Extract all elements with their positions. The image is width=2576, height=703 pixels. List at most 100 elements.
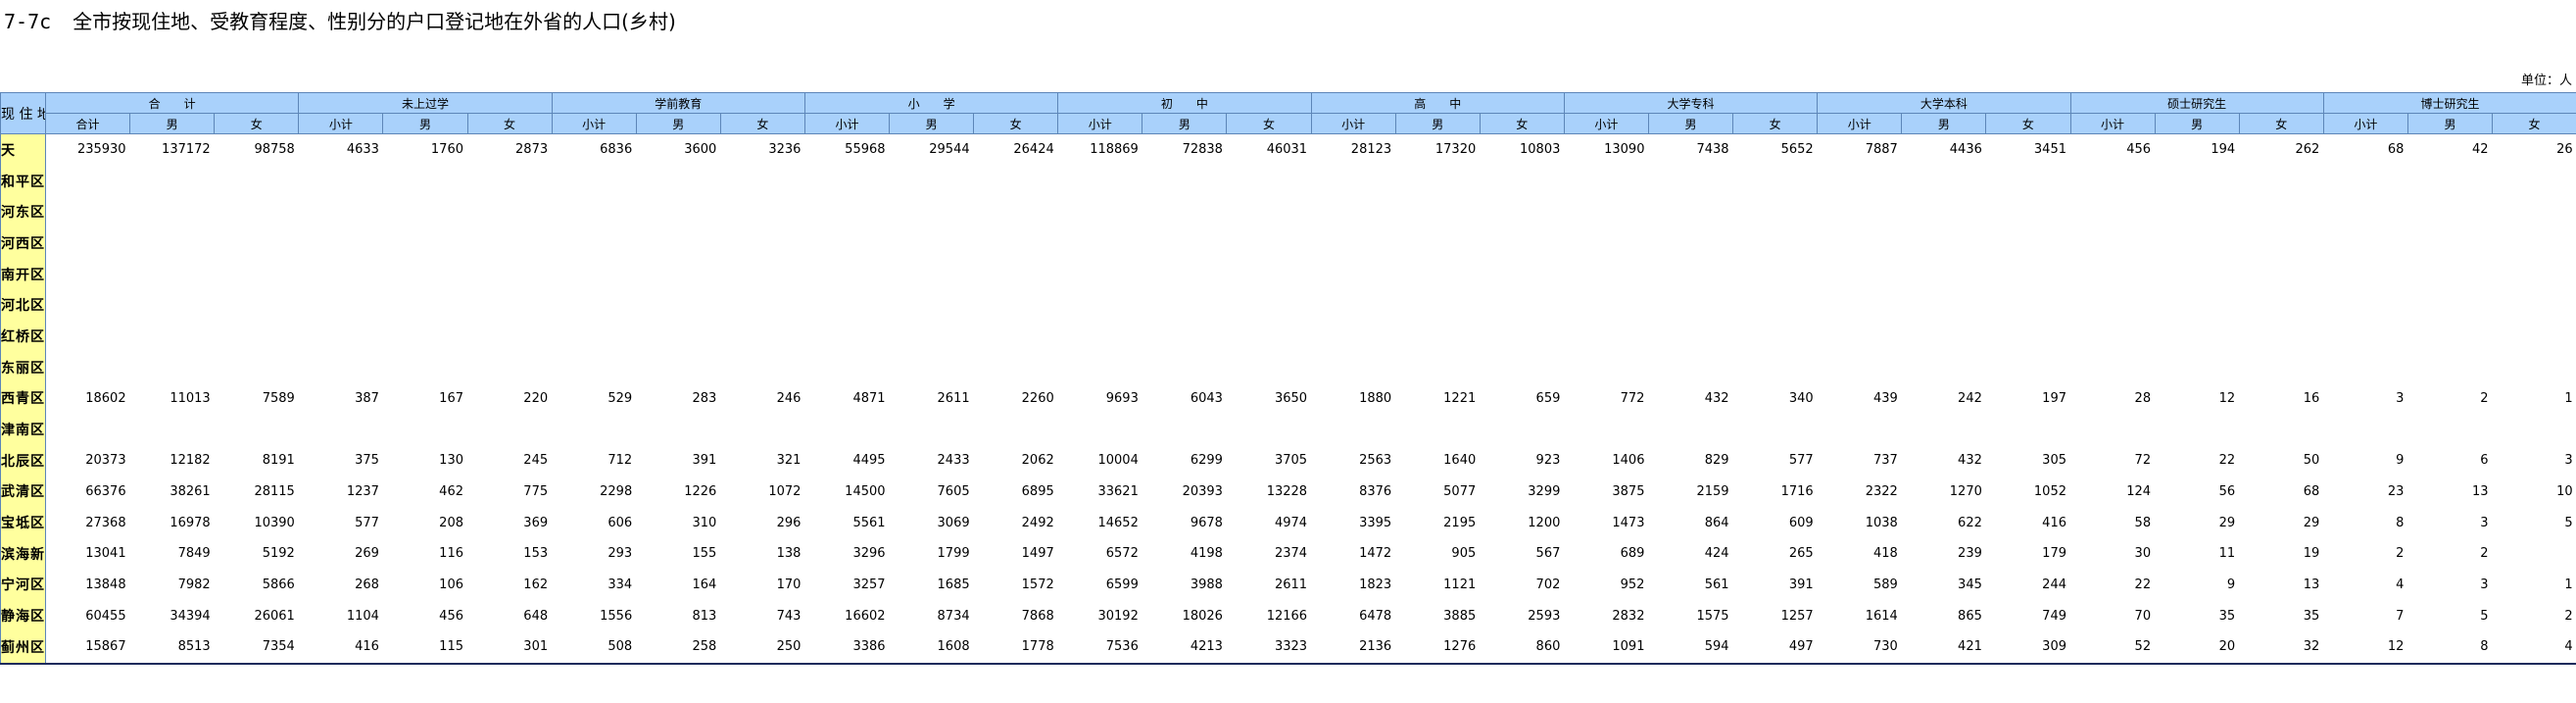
value-cell: 2593 bbox=[1528, 608, 1561, 624]
region-cell: 宁河区 bbox=[0, 569, 46, 601]
value-cell bbox=[1311, 414, 1395, 445]
value-cell: 424 bbox=[1704, 546, 1729, 562]
value-cell: 42 bbox=[2407, 132, 2493, 166]
group-header: 初 中 bbox=[1057, 92, 1312, 114]
value-cell bbox=[890, 196, 974, 227]
value-cell bbox=[1902, 352, 1986, 383]
value-cell bbox=[1227, 227, 1311, 259]
value-cell: 12182 bbox=[170, 453, 211, 469]
value-cell bbox=[1142, 196, 1227, 227]
value-cell: 4974 bbox=[1274, 515, 1308, 530]
value-cell: 26424 bbox=[973, 132, 1058, 166]
value-cell: 66376 bbox=[85, 483, 126, 499]
value-cell: 68 bbox=[2303, 483, 2320, 499]
value-cell: 22 bbox=[2134, 577, 2152, 592]
value-cell bbox=[1564, 289, 1648, 321]
value-cell bbox=[720, 289, 804, 321]
value-cell: 301 bbox=[467, 631, 553, 665]
region-cell: 河北区 bbox=[0, 289, 46, 322]
value-cell: 1799 bbox=[937, 546, 970, 562]
value-cell: 164 bbox=[692, 577, 717, 592]
value-cell: 296 bbox=[776, 515, 802, 530]
value-cell bbox=[1480, 196, 1564, 227]
subcol-header: 女 bbox=[719, 113, 805, 134]
value-cell: 456 bbox=[439, 608, 463, 624]
value-cell bbox=[130, 414, 215, 445]
value-cell: 2611 bbox=[937, 390, 970, 406]
table-row: 河东区 bbox=[0, 196, 2576, 228]
value-cell bbox=[1227, 166, 1311, 197]
value-cell: 13041 bbox=[85, 546, 126, 562]
subcol-header: 男 bbox=[1394, 113, 1481, 134]
value-cell bbox=[130, 196, 215, 227]
value-cell: 4 bbox=[2396, 577, 2405, 592]
subcol-header: 小计 bbox=[1310, 113, 1396, 134]
value-cell: 50 bbox=[2303, 453, 2320, 469]
value-cell bbox=[1311, 259, 1395, 290]
value-cell bbox=[2070, 352, 2155, 383]
value-cell: 1823 bbox=[1359, 577, 1392, 592]
value-cell: 702 bbox=[1535, 577, 1561, 592]
value-cell bbox=[1986, 321, 2070, 352]
value-cell: 7605 bbox=[937, 483, 970, 499]
value-cell: 2136 bbox=[1311, 631, 1396, 665]
subcol-header: 女 bbox=[466, 113, 553, 134]
value-cell: 68 bbox=[2323, 132, 2408, 166]
value-cell bbox=[552, 196, 636, 227]
value-cell: 5866 bbox=[262, 577, 295, 592]
value-cell bbox=[1395, 196, 1480, 227]
subcol-header: 男 bbox=[889, 113, 975, 134]
value-cell: 1572 bbox=[1021, 577, 1054, 592]
subcol-header: 小计 bbox=[1057, 113, 1143, 134]
value-cell: 864 bbox=[1704, 515, 1729, 530]
region-cell: 天 津 bbox=[0, 132, 46, 166]
value-cell: 23 bbox=[2387, 483, 2405, 499]
value-cell: 20373 bbox=[85, 453, 126, 469]
value-cell: 1472 bbox=[1359, 546, 1392, 562]
value-cell bbox=[1311, 196, 1395, 227]
value-cell: 2298 bbox=[600, 483, 633, 499]
subcol-header: 男 bbox=[1901, 113, 1987, 134]
value-cell: 2563 bbox=[1359, 453, 1392, 469]
value-cell: 7868 bbox=[1021, 608, 1054, 624]
value-cell bbox=[804, 352, 889, 383]
value-cell: 268 bbox=[355, 577, 379, 592]
value-cell bbox=[383, 352, 467, 383]
value-cell: 124 bbox=[2126, 483, 2152, 499]
value-cell: 244 bbox=[2042, 577, 2066, 592]
value-cell: 6572 bbox=[1105, 546, 1139, 562]
value-cell bbox=[1395, 289, 1480, 321]
value-cell: 1276 bbox=[1395, 631, 1481, 665]
region-column-header: 现 住 地 bbox=[0, 92, 46, 134]
value-cell: 7 bbox=[2396, 608, 2405, 624]
value-cell bbox=[2070, 196, 2155, 227]
header-row-subcols: 合计男女小计男女小计男女小计男女小计男女小计男女小计男女小计男女小计男女小计男女 bbox=[1, 113, 2576, 134]
value-cell bbox=[1818, 227, 1902, 259]
value-cell: 1640 bbox=[1443, 453, 1477, 469]
value-cell: 55968 bbox=[804, 132, 890, 166]
value-cell bbox=[1311, 166, 1395, 197]
subcol-header: 女 bbox=[1732, 113, 1819, 134]
value-cell: 1406 bbox=[1612, 453, 1645, 469]
value-cell bbox=[2407, 321, 2492, 352]
value-cell: 11 bbox=[2218, 546, 2236, 562]
value-cell: 305 bbox=[2042, 453, 2066, 469]
value-cell: 3069 bbox=[937, 515, 970, 530]
subcol-header: 女 bbox=[2238, 113, 2324, 134]
value-cell: 2 bbox=[2564, 608, 2573, 624]
value-cell: 1200 bbox=[1528, 515, 1561, 530]
value-cell bbox=[1480, 321, 1564, 352]
value-cell: 13090 bbox=[1564, 132, 1649, 166]
value-cell bbox=[2407, 227, 2492, 259]
value-cell bbox=[2323, 196, 2407, 227]
value-cell bbox=[2323, 289, 2407, 321]
value-cell: 242 bbox=[1958, 390, 1982, 406]
value-cell: 6 bbox=[2480, 453, 2489, 469]
value-cell: 860 bbox=[1480, 631, 1565, 665]
value-cell: 416 bbox=[2042, 515, 2066, 530]
value-cell bbox=[974, 259, 1058, 290]
value-cell bbox=[1733, 259, 1818, 290]
value-cell bbox=[636, 352, 720, 383]
value-cell bbox=[974, 414, 1058, 445]
value-cell bbox=[1480, 289, 1564, 321]
